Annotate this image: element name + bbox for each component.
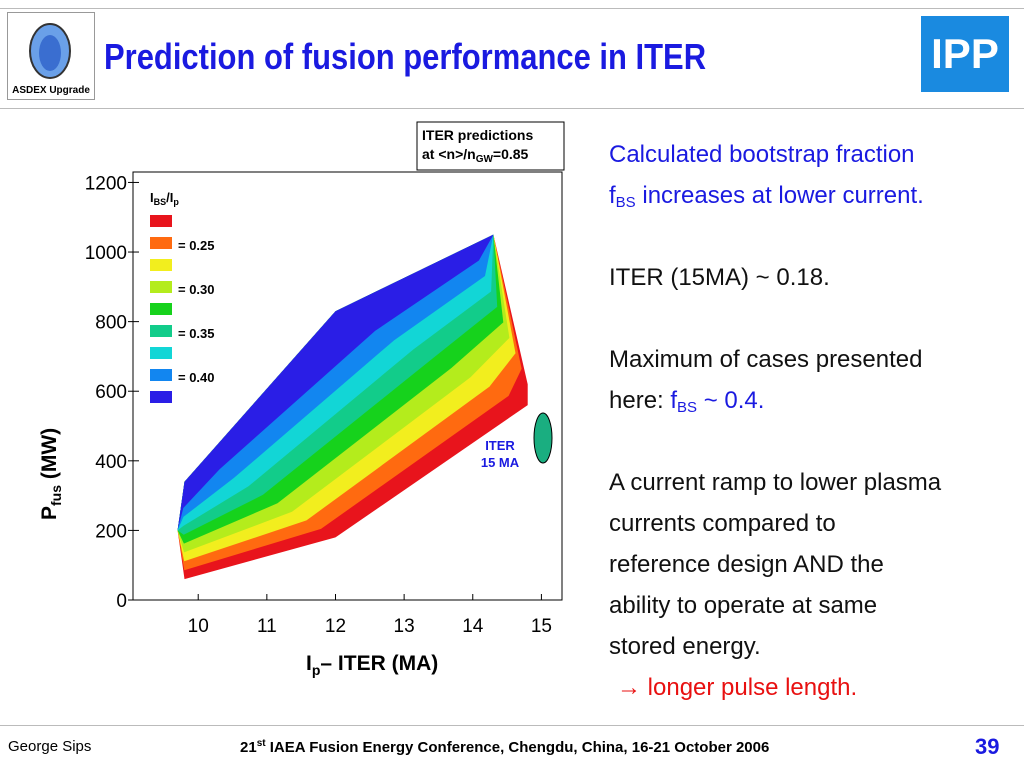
logo-left: ASDEX Upgrade [7, 12, 95, 100]
y-tick-label: 600 [95, 382, 127, 403]
chart: 10 11 12 13 14 15 0 200 400 600 800 1000 1200 ITER p… [38, 121, 565, 678]
logo-icon [29, 23, 71, 79]
legend-level: = 0.30 [178, 282, 215, 297]
x-tick-label: 10 [188, 616, 209, 637]
legend-title: IBS/Ip [150, 190, 179, 207]
x-tick-label: 11 [257, 616, 277, 637]
iter-point [533, 412, 553, 464]
logo-text: ASDEX Upgrade [12, 85, 90, 96]
x-tick-label: 13 [394, 616, 415, 637]
legend-level: = 0.35 [178, 326, 215, 341]
paragraph: ITER (15MA) ~ 0.18. [609, 264, 830, 291]
paragraph: A current ramp to lower plasma currents c… [609, 469, 942, 660]
paragraph: → longer pulse length. [617, 674, 858, 701]
y-tick-label: 400 [95, 452, 127, 473]
x-tick-label: 15 [531, 616, 552, 637]
legend-swatch [150, 259, 172, 271]
x-label: Ip– ITER (MA) [306, 652, 438, 678]
plot-frame [132, 171, 563, 601]
body-text: Calculated bootstrap fraction fBS increas… [609, 134, 1019, 708]
paragraph: Calculated bootstrap fraction fBS increas… [609, 141, 924, 211]
y-tick-label: 0 [116, 591, 127, 612]
legend-swatch [150, 347, 172, 359]
note-box [416, 121, 565, 171]
contour-band [177, 234, 494, 531]
conference: 21st IAEA Fusion Energy Conference, Chen… [240, 738, 770, 756]
y-tick-label: 800 [95, 313, 127, 334]
legend-swatch [150, 303, 172, 315]
slide-title: Prediction of fusion performance in ITER [104, 36, 707, 77]
annotation: ITER 15 MA [481, 438, 520, 470]
legend-level: = 0.40 [178, 370, 215, 385]
legend-swatch [150, 391, 172, 403]
legend-level: = 0.25 [178, 238, 215, 253]
legend-swatch [150, 237, 172, 249]
x-tick-label: 14 [462, 616, 484, 637]
x-tick-label: 12 [325, 616, 346, 637]
contour-band [177, 234, 494, 531]
y-label: Pfus (MW) [38, 428, 64, 520]
top-rule [0, 8, 1024, 9]
footer-rule [0, 725, 1024, 726]
legend-swatch [150, 325, 172, 337]
y-tick-label: 200 [95, 521, 127, 542]
note: ITER predictions at <n>/nGW=0.85 [422, 127, 533, 165]
legend-swatch [150, 215, 172, 227]
page-number: 39 [975, 734, 1000, 759]
author: George Sips [8, 738, 92, 755]
logo-right: IPP [921, 16, 1009, 92]
paragraph: Maximum of cases presented here: fBS ~ 0.… [609, 346, 923, 416]
y-tick-label: 1000 [85, 243, 127, 264]
y-tick-label: 1200 [85, 173, 127, 194]
legend-swatch [150, 281, 172, 293]
legend-swatch [150, 369, 172, 381]
header-rule [0, 108, 1024, 109]
